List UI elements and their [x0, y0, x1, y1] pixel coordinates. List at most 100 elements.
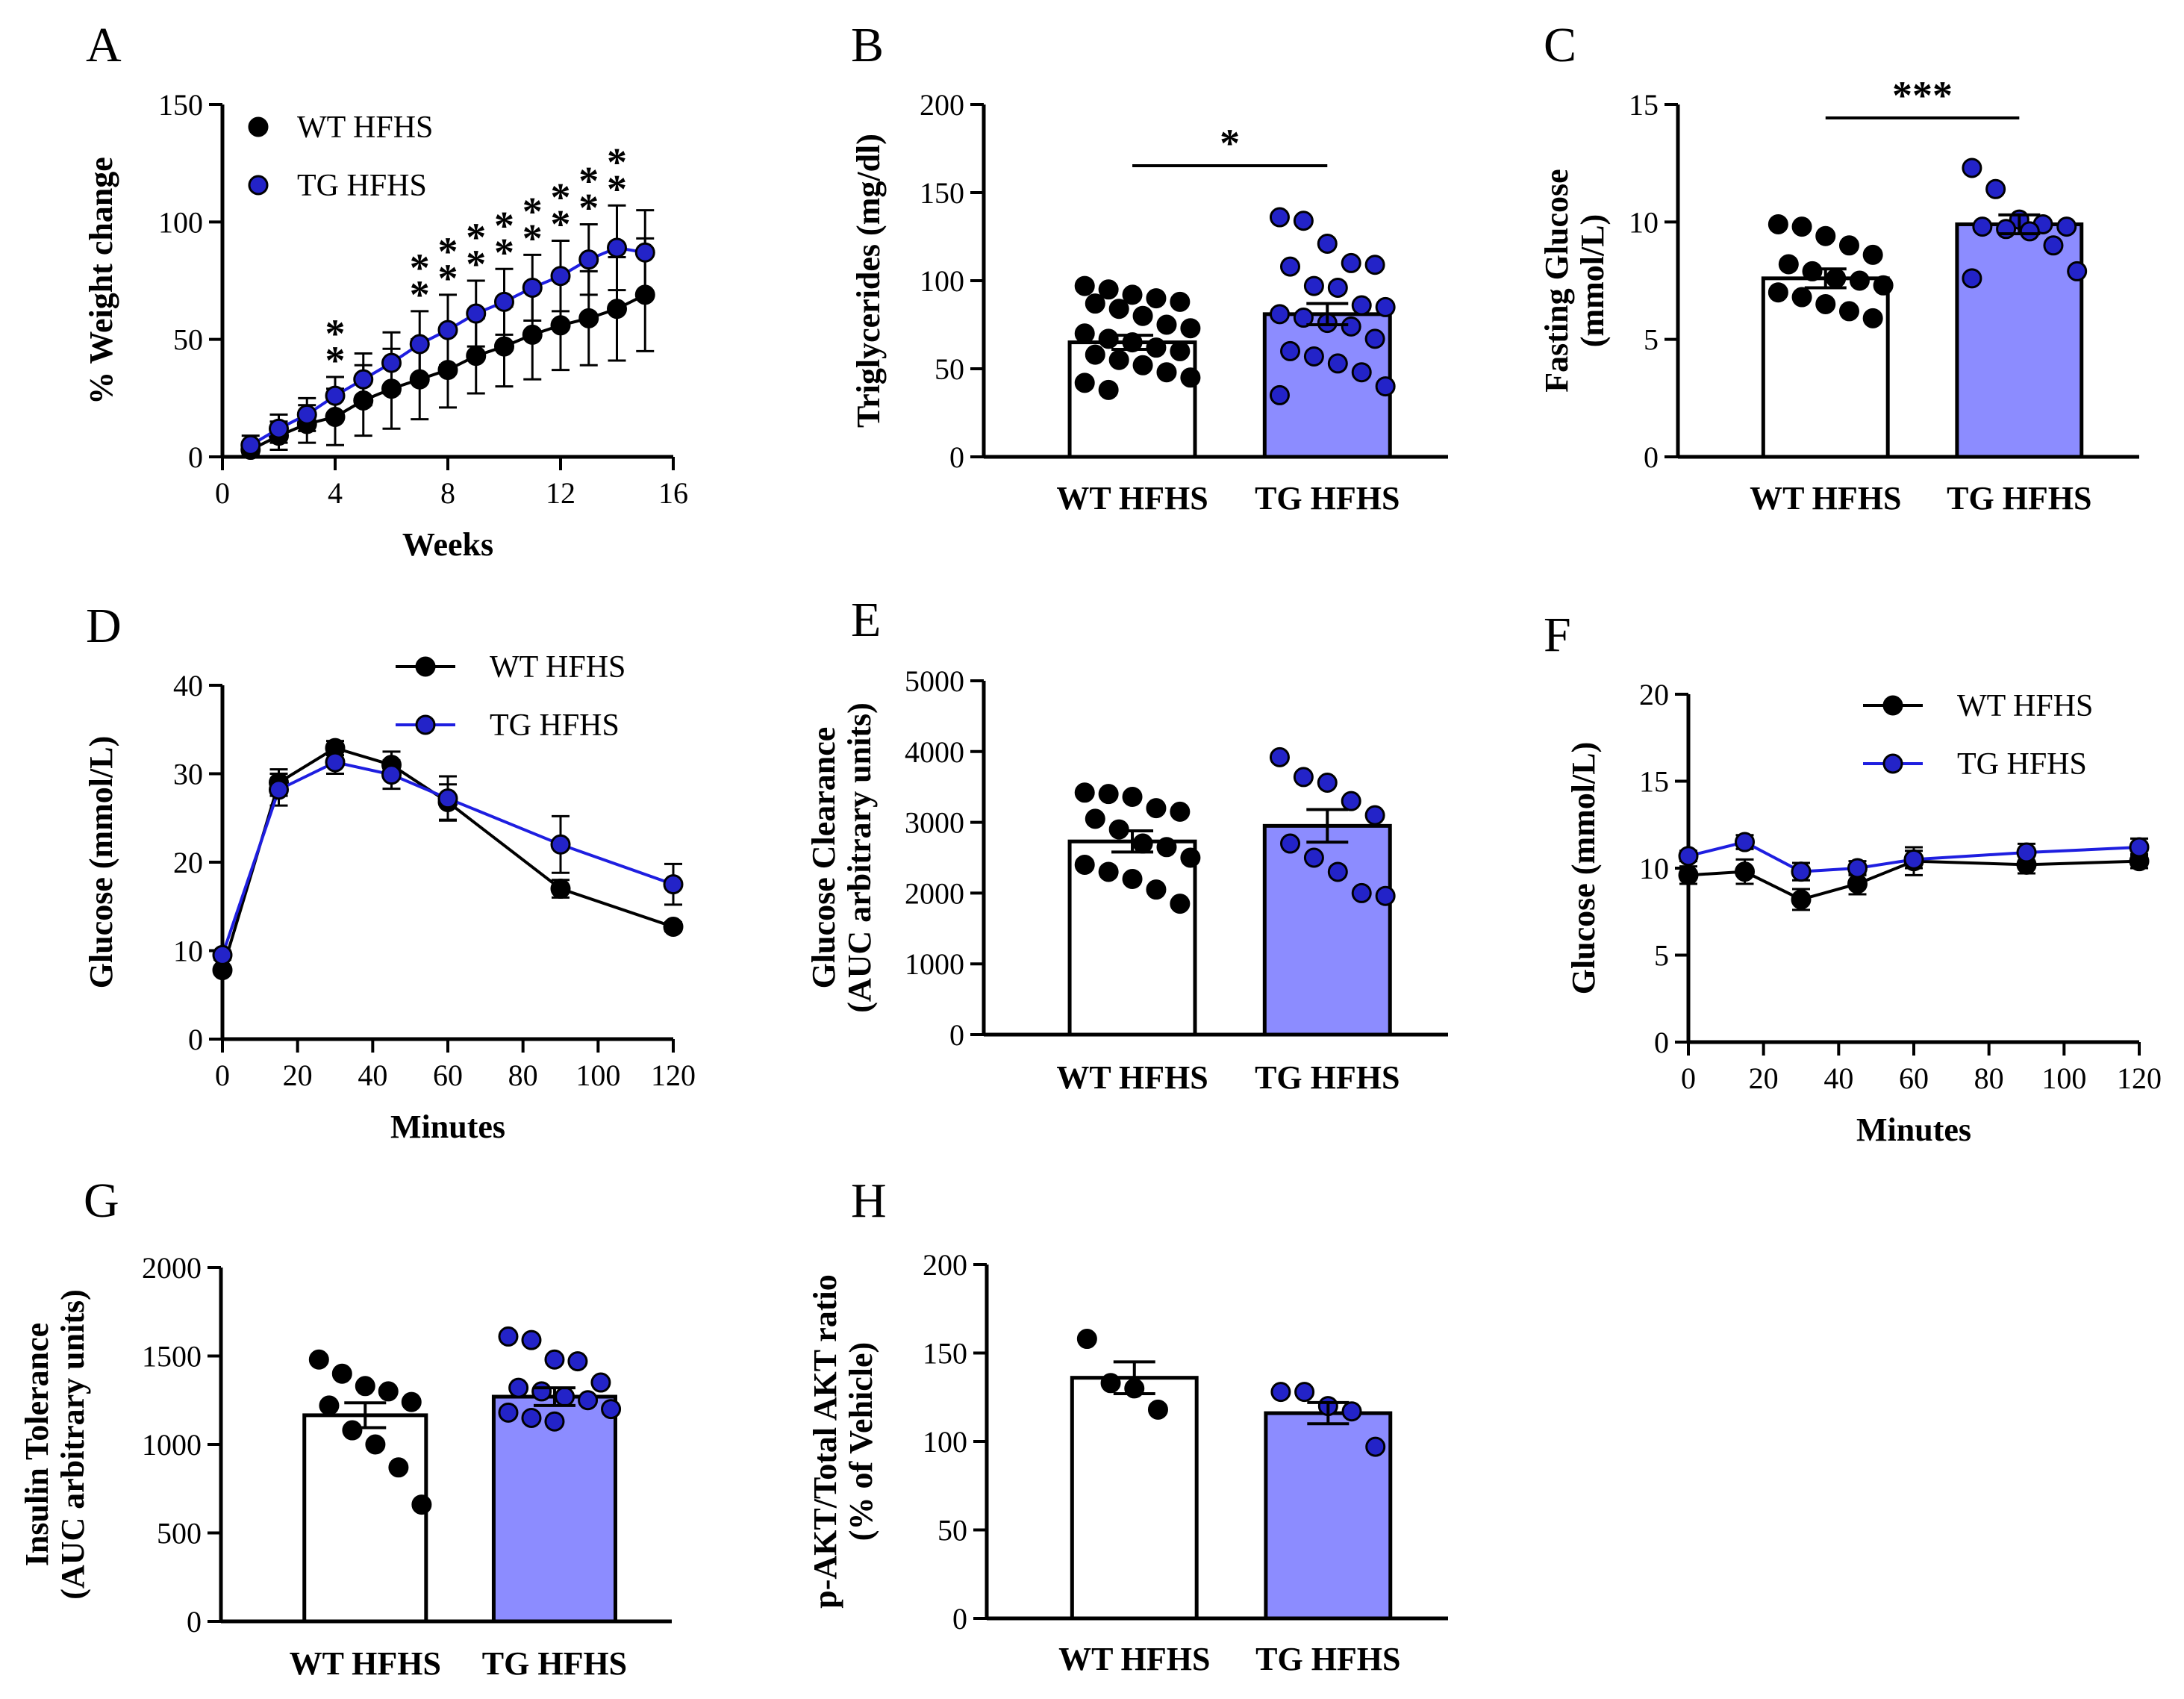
- data-point: [567, 1351, 588, 1372]
- data-point: [1351, 362, 1372, 383]
- category-label: WT HFHS: [1058, 1641, 1210, 1677]
- data-point: [1303, 275, 1324, 296]
- data-point: [1303, 346, 1324, 367]
- y-tick-label: 1500: [142, 1340, 202, 1374]
- legend-label: TG HFHS: [1957, 747, 2087, 782]
- x-tick-label: 12: [546, 476, 575, 510]
- data-point: [1341, 1401, 1362, 1422]
- y-tick-label: 100: [923, 1425, 967, 1459]
- data-point: [365, 1434, 386, 1455]
- x-axis-label: Minutes: [390, 1109, 505, 1145]
- data-point: [1269, 304, 1290, 325]
- data-point: [2056, 216, 2077, 237]
- y-tick-label: 20: [1639, 678, 1669, 711]
- data-point: [409, 334, 430, 355]
- data-point: [308, 1349, 329, 1370]
- data-point: [1768, 282, 1788, 303]
- significance-mark: *: [325, 338, 346, 383]
- legend-label: TG HFHS: [490, 708, 620, 743]
- data-point: [544, 1411, 565, 1432]
- bar: [1070, 1376, 1199, 1621]
- significance-mark: *: [551, 175, 571, 220]
- data-point: [498, 1326, 519, 1347]
- x-tick-label: 8: [440, 476, 455, 510]
- data-point: [1269, 746, 1290, 767]
- data-point: [388, 1457, 409, 1478]
- bar-group-wt: [1067, 782, 1201, 1037]
- data-point: [1122, 786, 1143, 807]
- x-tick-label: 80: [508, 1059, 538, 1092]
- data-point: [1996, 219, 2017, 240]
- data-point: [319, 1395, 340, 1416]
- y-tick-label: 40: [173, 669, 203, 702]
- data-point: [1293, 211, 1314, 231]
- y-tick-label: 100: [920, 264, 964, 298]
- bar: [1262, 823, 1392, 1037]
- data-point: [1156, 314, 1177, 335]
- data-point: [1778, 254, 1799, 275]
- data-point: [1317, 233, 1338, 254]
- data-point: [1132, 833, 1153, 854]
- category-label: WT HFHS: [1750, 480, 1901, 517]
- data-point: [2043, 235, 2064, 256]
- legend: WT HFHS TG HFHS: [396, 650, 625, 743]
- data-point: [411, 1494, 432, 1515]
- data-point: [521, 1329, 542, 1350]
- significance-mark: *: [466, 242, 486, 287]
- significance-mark: *: [578, 185, 599, 230]
- data-point: [1873, 275, 1894, 296]
- data-point: [1132, 305, 1153, 326]
- category-label: WT HFHS: [1056, 480, 1208, 517]
- y-tick-label: 10: [1639, 852, 1669, 885]
- bar-group-tg: [1955, 158, 2088, 459]
- data-point: [1862, 244, 1883, 265]
- data-point: [342, 1420, 363, 1441]
- y-tick-label: 50: [935, 352, 964, 386]
- x-tick-label: 20: [1749, 1062, 1779, 1095]
- x-tick-label: 0: [1681, 1062, 1696, 1095]
- data-point: [1293, 308, 1314, 328]
- y-tick-label: 1000: [905, 947, 964, 981]
- series-tg: [240, 204, 655, 456]
- data-point: [1802, 261, 1823, 281]
- significance-mark: *: [466, 215, 486, 260]
- y-axis-label: Triglycerides (mg/dl): [850, 134, 887, 428]
- y-tick-label: 0: [1654, 1026, 1669, 1059]
- data-point: [601, 1399, 622, 1420]
- panel-letter: C: [1544, 18, 1576, 72]
- data-point: [466, 346, 487, 367]
- data-point: [1815, 225, 1836, 246]
- y-tick-label: 0: [187, 1605, 202, 1639]
- bar-group-tg: [1264, 1382, 1393, 1621]
- data-point: [381, 764, 402, 785]
- data-point: [1132, 355, 1153, 375]
- data-point: [522, 324, 543, 345]
- y-axis-label: % Weight change: [83, 157, 119, 405]
- data-point: [1108, 299, 1129, 319]
- data-point: [1180, 367, 1201, 388]
- legend-marker: [1882, 695, 1903, 716]
- y-axis-label: Insulin Tolerance: [19, 1323, 55, 1566]
- x-axis-label: Minutes: [1856, 1112, 1971, 1148]
- y-tick-label: 50: [173, 323, 203, 357]
- y-axis-label: (% of Vehicle): [843, 1342, 879, 1541]
- panel-letter: F: [1544, 608, 1571, 662]
- data-point: [1108, 349, 1129, 370]
- legend: WT HFHS TG HFHS: [1863, 689, 2093, 782]
- data-point: [1341, 791, 1361, 811]
- data-point: [550, 315, 571, 336]
- category-label: WT HFHS: [1056, 1059, 1208, 1096]
- data-point: [1791, 861, 1812, 882]
- x-tick-label: 0: [215, 476, 230, 510]
- data-point: [1146, 798, 1167, 819]
- data-point: [466, 303, 487, 324]
- data-point: [1098, 379, 1119, 400]
- significance-mark: *: [522, 216, 543, 261]
- data-point: [1074, 323, 1095, 344]
- x-tick-label: 4: [328, 476, 343, 510]
- data-point: [1849, 270, 1870, 291]
- significance-mark: *: [522, 189, 543, 234]
- data-point: [240, 434, 261, 455]
- y-tick-label: 4000: [905, 735, 964, 769]
- data-point: [1678, 846, 1699, 867]
